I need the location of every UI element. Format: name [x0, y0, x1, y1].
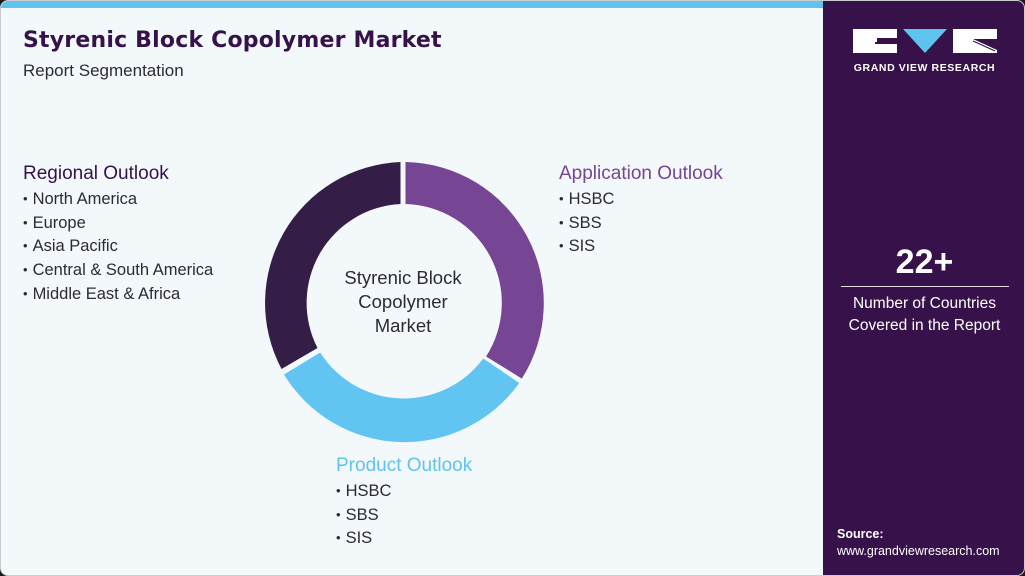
product-outlook-list: HSBC SBS SIS [336, 480, 472, 551]
product-outlook-section: Product Outlook HSBC SBS SIS [336, 455, 472, 551]
regional-outlook-list: North America Europe Asia Pacific Centra… [23, 188, 214, 307]
product-outlook-title: Product Outlook [336, 455, 473, 476]
donut-center-label: Styrenic Block Copolymer Market [323, 266, 483, 338]
page-subtitle: Report Segmentation [23, 61, 184, 80]
list-item: SBS [559, 212, 723, 236]
list-item: SIS [559, 235, 723, 259]
list-item: Central & South America [23, 259, 214, 283]
countries-count: 22+ [895, 243, 954, 281]
stat-label-line: Number of Countries [852, 295, 996, 312]
center-label-line: Styrenic Block [344, 267, 462, 288]
brand-name: GRAND VIEW RESEARCH [853, 62, 996, 74]
page-title: Styrenic Block Copolymer Market [23, 28, 442, 53]
list-item: HSBC [336, 480, 472, 504]
list-item: SBS [336, 504, 472, 528]
center-label-line: Market [374, 315, 432, 336]
gvr-logo-icon [853, 29, 997, 53]
donut-slice-application [405, 162, 544, 379]
top-accent-bar [1, 1, 823, 8]
stat-divider [841, 286, 1009, 287]
center-label-line: Copolymer [358, 291, 448, 312]
regional-outlook-section: Regional Outlook North America Europe As… [23, 163, 213, 307]
donut-slice-regional [265, 162, 401, 369]
list-item: SIS [336, 527, 472, 551]
donut-slice-product [284, 352, 520, 443]
list-item: Asia Pacific [23, 235, 213, 259]
application-outlook-section: Application Outlook HSBC SBS SIS [559, 163, 723, 259]
list-item: HSBC [559, 188, 723, 212]
list-item: North America [23, 188, 213, 212]
segmentation-donut-chart [265, 162, 544, 443]
list-item: Middle East & Africa [23, 283, 213, 307]
brand-side-panel [823, 1, 1024, 575]
regional-outlook-title: Regional Outlook [23, 163, 169, 184]
application-outlook-list: HSBC SBS SIS [559, 188, 723, 259]
countries-label: Number of Countries Covered in the Repor… [823, 293, 1024, 337]
list-item: Europe [23, 212, 213, 236]
application-outlook-title: Application Outlook [559, 163, 723, 184]
source-label: Source: [837, 527, 884, 541]
stat-label-line: Covered in the Report [848, 317, 1001, 334]
source-link[interactable]: www.grandviewresearch.com [837, 544, 1000, 558]
